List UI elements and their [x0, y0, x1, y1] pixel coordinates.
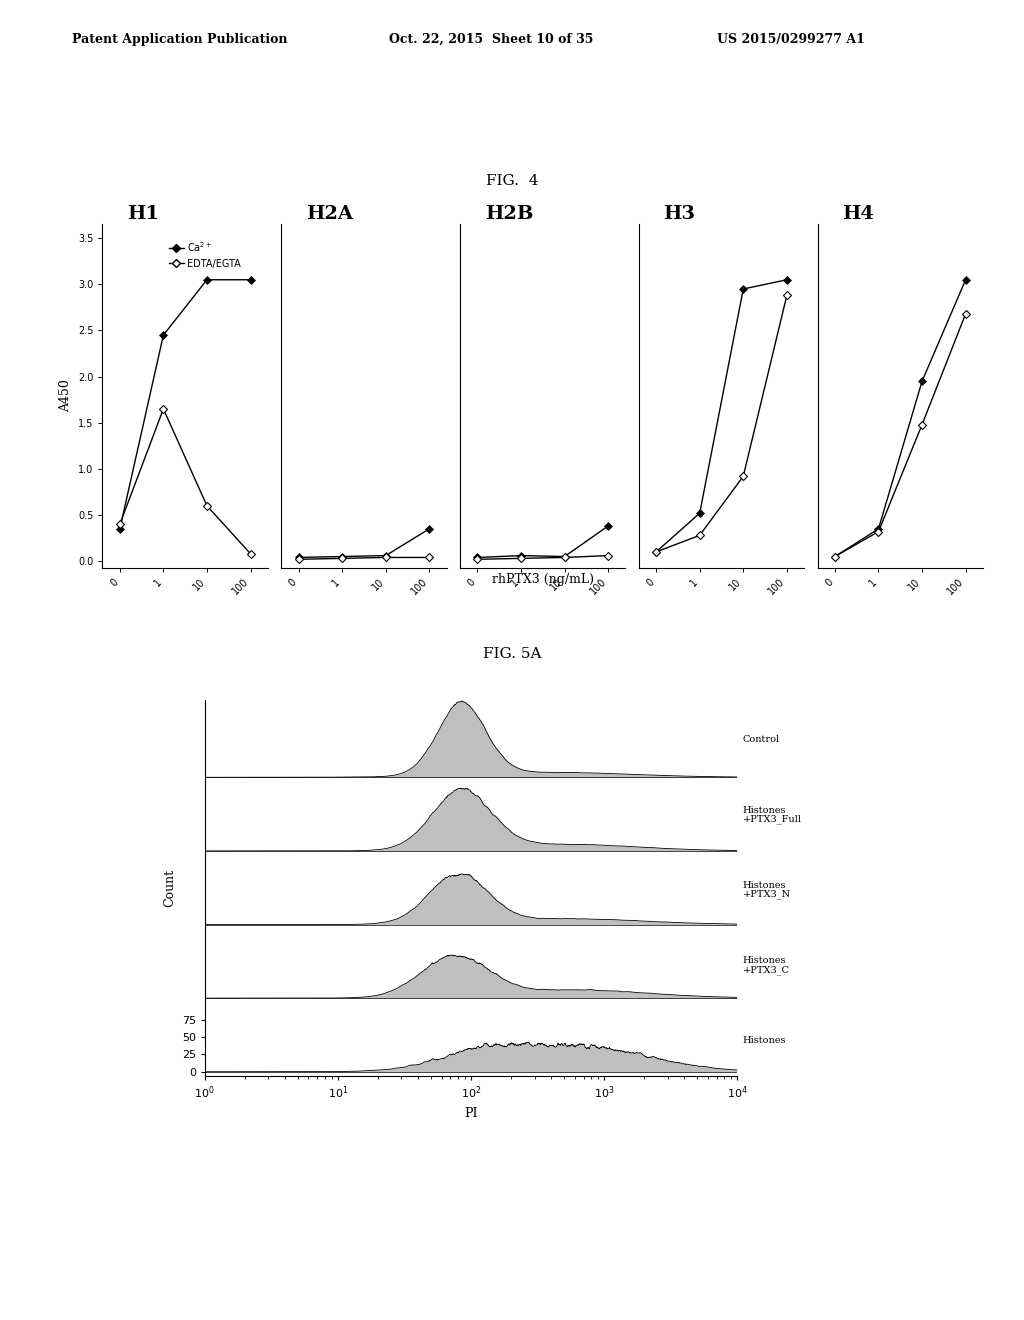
Text: H2B: H2B: [484, 205, 534, 223]
Text: +PTX3_C: +PTX3_C: [742, 965, 790, 974]
Text: H2A: H2A: [306, 205, 353, 223]
X-axis label: PI: PI: [464, 1107, 478, 1119]
Text: FIG. 5A: FIG. 5A: [482, 647, 542, 661]
Text: +PTX3_Full: +PTX3_Full: [742, 814, 802, 824]
Text: Patent Application Publication: Patent Application Publication: [72, 33, 287, 46]
Y-axis label: A450: A450: [59, 380, 73, 412]
Text: Histones: Histones: [742, 956, 786, 965]
Text: Histones: Histones: [742, 880, 786, 890]
Text: H1: H1: [127, 205, 160, 223]
Text: rhPTX3 (ng/mL): rhPTX3 (ng/mL): [492, 573, 594, 586]
Y-axis label: Count: Count: [163, 869, 176, 907]
Text: Histones: Histones: [742, 1036, 786, 1044]
Legend: Ca$^{2+}$, EDTA/EGTA: Ca$^{2+}$, EDTA/EGTA: [165, 236, 245, 272]
Text: Control: Control: [742, 735, 779, 743]
Text: H3: H3: [664, 205, 695, 223]
Text: US 2015/0299277 A1: US 2015/0299277 A1: [717, 33, 864, 46]
Text: Histones: Histones: [742, 805, 786, 814]
Text: Oct. 22, 2015  Sheet 10 of 35: Oct. 22, 2015 Sheet 10 of 35: [389, 33, 594, 46]
Text: H4: H4: [843, 205, 874, 223]
Text: FIG.  4: FIG. 4: [485, 174, 539, 189]
Text: +PTX3_N: +PTX3_N: [742, 890, 791, 899]
